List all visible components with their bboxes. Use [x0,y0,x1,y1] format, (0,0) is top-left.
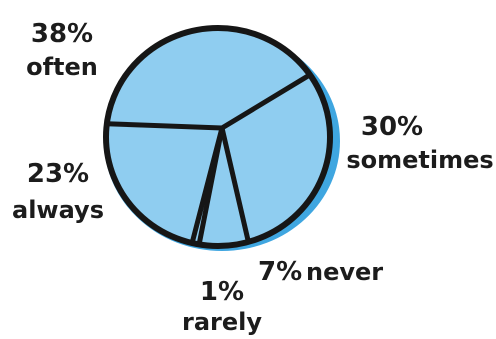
slice-label-always: 23% always [12,159,104,224]
slice-value-sometimes: 30% [361,112,423,142]
slice-value-always: 23% [27,159,89,189]
slice-value-never: 7% [258,257,302,287]
slice-label-sometimes: 30% sometimes [346,112,493,174]
slice-value-rarely: 1% [200,277,244,307]
slice-label-never: 7% never [258,257,383,287]
slice-category-often: often [26,53,98,81]
slice-label-rarely: 1% rarely [182,277,262,336]
slice-category-rarely: rarely [182,308,262,336]
slice-value-often: 38% [31,19,93,49]
slice-category-always: always [12,196,104,224]
slice-category-never: never [306,258,383,286]
slice-label-often: 38% often [26,19,98,81]
slice-category-sometimes: sometimes [346,146,493,174]
